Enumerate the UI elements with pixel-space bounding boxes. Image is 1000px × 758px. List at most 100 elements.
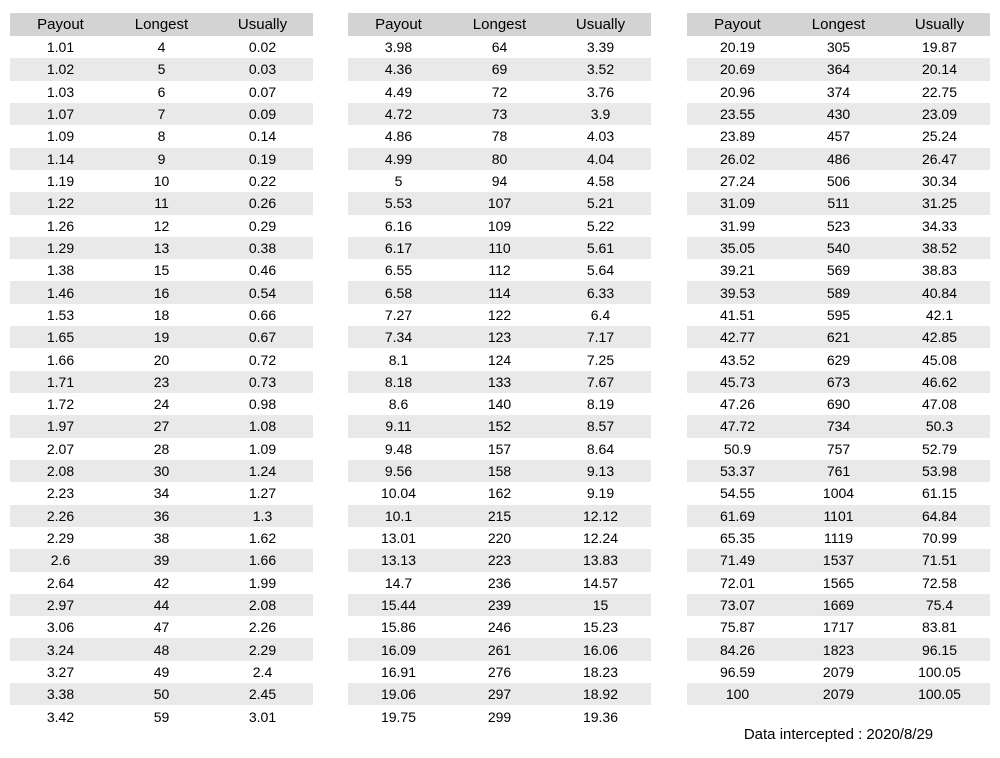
table-cell: 9 [157, 150, 166, 167]
table-row: 73.07 1669 75.4 [687, 593, 990, 617]
table-cell: 4.86 [384, 128, 413, 145]
table-cell: 7 [157, 106, 166, 123]
table-cell: 54.55 [719, 485, 756, 502]
table-cell: 18 [153, 306, 170, 323]
table-row: 45.73 673 46.62 [687, 370, 990, 393]
table-cell: 23.89 [719, 128, 756, 145]
table-cell: 3.27 [46, 663, 75, 680]
table-cell: 6.58 [384, 284, 413, 301]
table-row: 7.34 123 7.17 [348, 326, 651, 349]
table-cell: 14.57 [582, 574, 619, 591]
table-row: 9.56 158 9.13 [348, 459, 651, 483]
table-cell: 152 [487, 418, 512, 435]
table-cell: 94 [491, 173, 508, 190]
table-cell: 100.05 [918, 686, 961, 703]
table-cell: 8.18 [384, 373, 413, 390]
table-row: 20.69 364 20.14 [687, 58, 990, 81]
table-cell: 36 [153, 507, 170, 524]
table-cell: 1.29 [46, 239, 75, 256]
table-cell: 761 [826, 463, 851, 480]
table-cell: 42.85 [921, 329, 958, 346]
table-cell: 3.42 [46, 708, 75, 725]
table-row: 39.53 589 40.84 [687, 281, 990, 304]
table-row: 13.13 223 13.83 [348, 549, 651, 572]
table-cell: 1.09 [248, 440, 277, 457]
table-cell: 734 [826, 418, 851, 435]
table-cell: 30 [153, 463, 170, 480]
table-row: 1.01 4 0.02 [10, 36, 313, 59]
table-cell: 44 [153, 596, 170, 613]
table-cell: 75.87 [719, 619, 756, 636]
table-cell: 10 [153, 173, 170, 190]
table-cell: 114 [488, 284, 511, 301]
table-cell: 107 [487, 195, 512, 212]
table-cell: 1.62 [248, 530, 277, 547]
table-cell: 140 [487, 396, 512, 413]
table-cell: 5 [157, 61, 166, 78]
table-cell: 26.02 [719, 150, 756, 167]
table-cell: 2.26 [248, 619, 277, 636]
table-cell: 69 [491, 61, 508, 78]
table-cell: 5.53 [384, 195, 413, 212]
table-cell: 6.16 [384, 217, 413, 234]
table-cell: 27.24 [719, 173, 756, 190]
table-cell: 19.36 [582, 708, 619, 725]
table-cell: 9.48 [384, 440, 413, 457]
table-cell: 45.73 [719, 373, 756, 390]
table-cell: 8.1 [388, 351, 409, 368]
table-row: 19.06 297 18.92 [348, 683, 651, 706]
table-cell: 3.9 [590, 106, 611, 123]
table-cell: 0.07 [248, 83, 277, 100]
table-cell: 16.91 [380, 663, 417, 680]
table-cell: 157 [487, 440, 512, 457]
table-cell: 8.19 [586, 396, 615, 413]
table-cell: 15 [592, 596, 609, 613]
payout-table-2: Payout Longest Usually 3.98 64 3.39 4.36 69 3.52… [348, 13, 651, 728]
table-cell: 0.73 [248, 373, 277, 390]
table-row: 2.26 36 1.3 [10, 504, 313, 527]
table-cell: 34 [153, 485, 170, 502]
column-header-payout: Payout [375, 16, 422, 33]
table-row: 1.97 27 1.08 [10, 415, 313, 438]
table-cell: 0.19 [248, 150, 277, 167]
table-cell: 430 [826, 106, 851, 123]
table-row: 5.53 107 5.21 [348, 192, 651, 215]
table-cell: 72 [491, 83, 508, 100]
table-row: 4.99 80 4.04 [348, 147, 651, 170]
table-row: 3.42 59 3.01 [10, 705, 313, 728]
table-row: 16.09 261 16.06 [348, 638, 651, 661]
table-row: 6.17 110 5.61 [348, 236, 651, 260]
table-cell: 2.29 [46, 530, 75, 547]
table-cell: 1565 [822, 574, 855, 591]
table-cell: 13.83 [582, 552, 619, 569]
table-cell: 1.3 [252, 507, 273, 524]
table-cell: 305 [826, 39, 851, 56]
table-cell: 457 [826, 128, 851, 145]
table-cell: 486 [826, 150, 851, 167]
table-cell: 220 [487, 530, 512, 547]
table-cell: 0.14 [248, 128, 277, 145]
table-cell: 1.66 [248, 552, 277, 569]
table-cell: 0.09 [248, 106, 277, 123]
table-cell: 13.13 [380, 552, 417, 569]
table-cell: 10.04 [380, 485, 417, 502]
table-cell: 39.21 [719, 262, 756, 279]
table-cell: 49 [153, 663, 170, 680]
table-cell: 0.02 [248, 39, 277, 56]
table-cell: 7.34 [384, 329, 413, 346]
table-cell: 6.17 [384, 239, 413, 256]
table-cell: 2079 [822, 686, 855, 703]
table-cell: 15.44 [380, 596, 417, 613]
table-cell: 84.26 [719, 641, 756, 658]
table-cell: 1.02 [46, 61, 75, 78]
table-cell: 73.07 [719, 596, 756, 613]
table-cell: 18.23 [582, 663, 619, 680]
table-header-row: Payout Longest Usually [348, 13, 651, 36]
table-cell: 1.99 [248, 574, 277, 591]
table-cell: 3.39 [586, 39, 615, 56]
table-row: 2.64 42 1.99 [10, 571, 313, 594]
table-row: 2.23 34 1.27 [10, 482, 313, 505]
table-cell: 1.09 [46, 128, 75, 145]
table-row: 15.86 246 15.23 [348, 616, 651, 639]
